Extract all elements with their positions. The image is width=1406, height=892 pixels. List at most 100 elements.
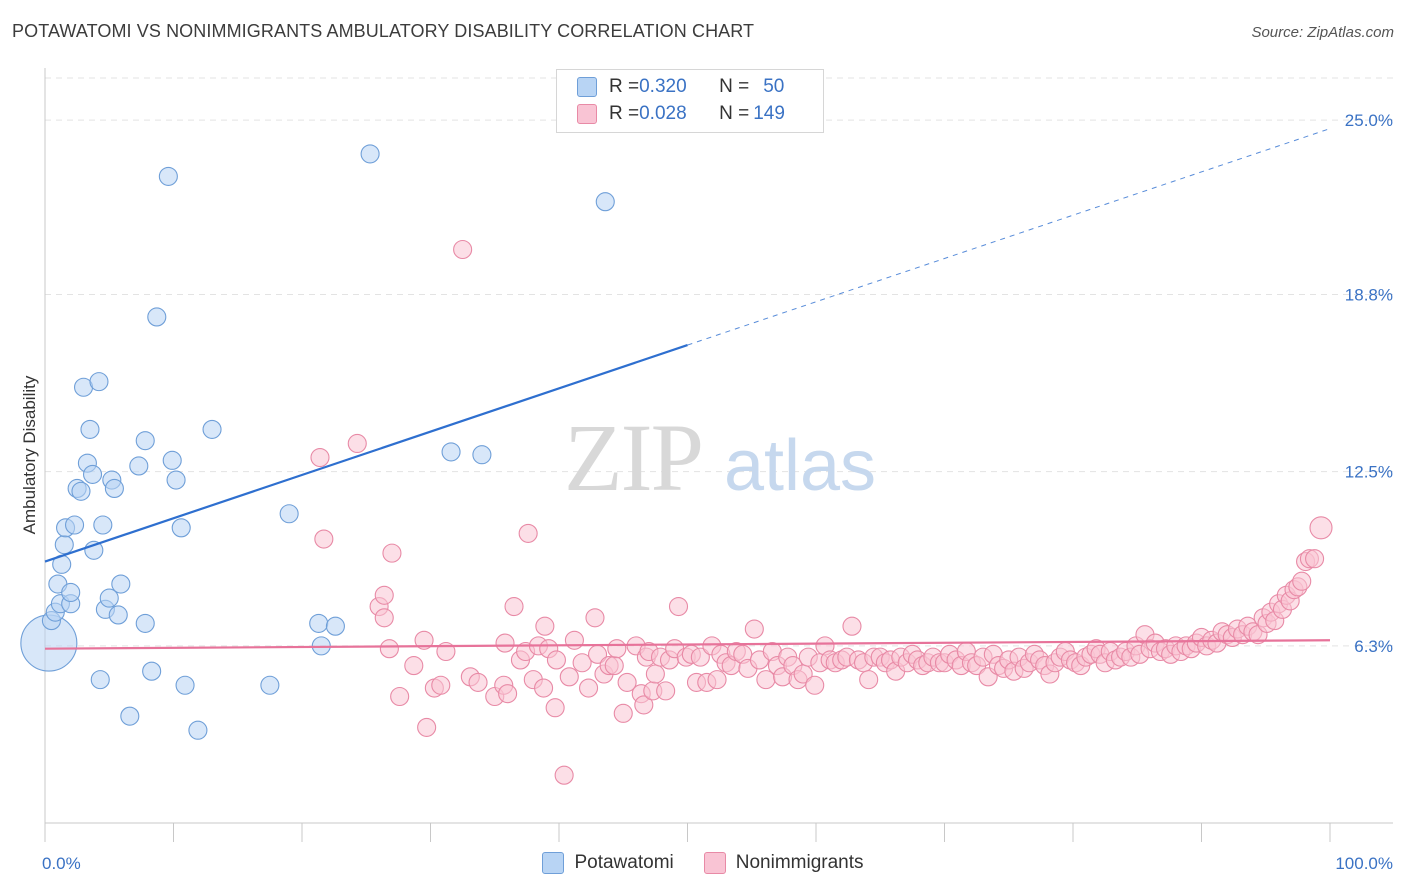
point-potawatomi bbox=[142, 661, 162, 681]
legend-row-potawatomi: R = 0.320 N = 50 bbox=[577, 75, 784, 99]
legend-r-label: R = bbox=[609, 76, 640, 97]
point-nonimmigrants bbox=[379, 639, 399, 659]
point-nonimmigrants bbox=[545, 698, 565, 718]
source-credit: Source: ZipAtlas.com bbox=[1251, 24, 1394, 41]
point-nonimmigrants bbox=[656, 681, 676, 701]
point-nonimmigrants bbox=[617, 672, 637, 692]
point-nonimmigrants bbox=[314, 529, 334, 549]
point-nonimmigrants bbox=[382, 543, 402, 563]
point-nonimmigrants bbox=[634, 695, 654, 715]
trend-lines bbox=[44, 128, 1331, 650]
point-nonimmigrants bbox=[564, 630, 584, 650]
point-potawatomi bbox=[54, 535, 74, 555]
point-nonimmigrants bbox=[1292, 571, 1312, 591]
point-nonimmigrants bbox=[453, 239, 473, 260]
point-nonimmigrants bbox=[668, 596, 689, 617]
point-potawatomi bbox=[162, 450, 182, 470]
legend-n-value: 50 bbox=[763, 76, 785, 97]
point-potawatomi bbox=[360, 144, 380, 164]
point-potawatomi bbox=[80, 419, 100, 439]
point-potawatomi bbox=[595, 192, 615, 212]
point-potawatomi bbox=[171, 518, 191, 538]
point-nonimmigrants bbox=[645, 664, 665, 684]
data-points bbox=[20, 144, 1333, 785]
point-potawatomi bbox=[61, 582, 81, 603]
point-nonimmigrants bbox=[534, 678, 554, 698]
point-nonimmigrants bbox=[1309, 516, 1333, 540]
tick-labels: 6.3% 12.5% 18.8% 25.0% 0.0% 100.0% bbox=[42, 111, 1393, 873]
point-potawatomi bbox=[111, 574, 131, 594]
point-potawatomi bbox=[158, 166, 178, 186]
correlation-legend: R = 0.320 N = 50 R = 0.028 N = 149 bbox=[556, 69, 824, 133]
point-nonimmigrants bbox=[504, 596, 524, 617]
point-potawatomi bbox=[202, 419, 222, 439]
legend-row-nonimmigrants: R = 0.028 N = 149 bbox=[577, 102, 785, 126]
point-nonimmigrants bbox=[468, 672, 488, 692]
point-nonimmigrants bbox=[554, 765, 574, 785]
point-nonimmigrants bbox=[613, 703, 633, 723]
point-nonimmigrants bbox=[404, 656, 424, 676]
point-nonimmigrants bbox=[604, 656, 624, 676]
trend-line-potawatomi bbox=[44, 344, 688, 563]
point-nonimmigrants bbox=[707, 670, 727, 690]
point-potawatomi bbox=[147, 307, 167, 327]
point-potawatomi bbox=[175, 675, 195, 695]
point-nonimmigrants bbox=[518, 523, 538, 543]
x-tick-label: 100.0% bbox=[1335, 854, 1393, 873]
point-nonimmigrants bbox=[495, 633, 515, 653]
y-tick-label: 12.5% bbox=[1345, 463, 1393, 482]
point-potawatomi bbox=[260, 675, 280, 695]
point-potawatomi bbox=[135, 431, 155, 451]
y-tick-label: 25.0% bbox=[1345, 111, 1393, 130]
point-potawatomi bbox=[104, 478, 124, 499]
series-legend: Potawatomi Nonimmigrants bbox=[0, 852, 1406, 874]
legend-swatch-potawatomi bbox=[577, 77, 597, 97]
point-potawatomi bbox=[90, 670, 110, 690]
series-legend-nonimmigrants: Nonimmigrants bbox=[703, 852, 864, 874]
point-nonimmigrants bbox=[431, 675, 451, 695]
y-tick-label: 6.3% bbox=[1354, 637, 1393, 656]
legend-n-label: N = bbox=[719, 76, 750, 97]
point-nonimmigrants bbox=[1305, 549, 1325, 569]
point-potawatomi bbox=[309, 613, 329, 633]
point-potawatomi bbox=[129, 456, 149, 476]
watermark-atlas: atlas bbox=[724, 426, 876, 506]
point-potawatomi bbox=[135, 613, 155, 633]
point-nonimmigrants bbox=[417, 717, 437, 737]
point-potawatomi bbox=[166, 470, 186, 490]
legend-r-label: R = bbox=[609, 103, 640, 124]
watermark-zip: ZIP bbox=[564, 404, 702, 511]
point-potawatomi bbox=[120, 706, 140, 726]
legend-r-value: 0.028 bbox=[639, 103, 687, 124]
point-nonimmigrants bbox=[414, 630, 434, 650]
point-potawatomi bbox=[93, 515, 113, 535]
point-nonimmigrants bbox=[535, 616, 555, 636]
point-nonimmigrants bbox=[842, 616, 862, 636]
point-nonimmigrants bbox=[310, 447, 330, 468]
point-nonimmigrants bbox=[805, 675, 825, 695]
point-nonimmigrants bbox=[347, 433, 367, 454]
chart-title: POTAWATOMI VS NONIMMIGRANTS AMBULATORY D… bbox=[12, 21, 755, 41]
series-swatch-nonimmigrants bbox=[703, 852, 726, 874]
axes bbox=[44, 68, 1393, 842]
trend-line-nonimmigrants bbox=[44, 639, 1331, 650]
grid-lines bbox=[45, 77, 1395, 647]
y-axis-label: Ambulatory Disability bbox=[20, 375, 39, 534]
legend-swatch-nonimmigrants bbox=[577, 104, 597, 124]
point-nonimmigrants bbox=[559, 667, 579, 687]
point-potawatomi bbox=[71, 481, 91, 501]
point-potawatomi bbox=[82, 464, 103, 484]
trend-line-potawatomi-extension bbox=[687, 128, 1331, 346]
legend-n-value: 149 bbox=[753, 103, 785, 124]
point-nonimmigrants bbox=[744, 619, 764, 639]
point-nonimmigrants bbox=[690, 647, 710, 667]
point-potawatomi bbox=[441, 442, 461, 462]
point-nonimmigrants bbox=[498, 684, 518, 704]
point-nonimmigrants bbox=[585, 608, 605, 628]
point-potawatomi bbox=[188, 720, 208, 740]
point-nonimmigrants bbox=[579, 678, 599, 698]
point-potawatomi bbox=[108, 605, 128, 625]
point-nonimmigrants bbox=[607, 639, 627, 659]
series-swatch-potawatomi bbox=[542, 852, 565, 874]
